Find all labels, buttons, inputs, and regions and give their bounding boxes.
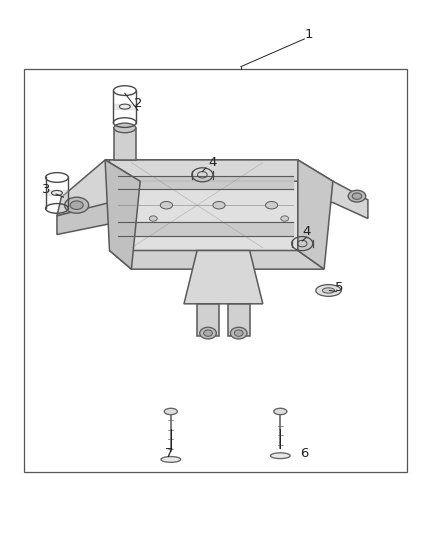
Ellipse shape — [281, 216, 289, 221]
Ellipse shape — [230, 327, 247, 339]
Text: 6: 6 — [300, 447, 309, 459]
Text: 7: 7 — [164, 447, 173, 459]
Ellipse shape — [161, 457, 180, 462]
Polygon shape — [105, 160, 333, 181]
Polygon shape — [114, 128, 136, 160]
Text: 5: 5 — [335, 281, 344, 294]
Ellipse shape — [213, 201, 225, 209]
Text: 2: 2 — [134, 98, 142, 110]
Ellipse shape — [164, 408, 177, 415]
Ellipse shape — [70, 201, 83, 209]
Text: 1: 1 — [304, 28, 313, 41]
Polygon shape — [110, 160, 298, 251]
Ellipse shape — [322, 288, 335, 293]
Polygon shape — [110, 251, 324, 269]
Ellipse shape — [274, 408, 287, 415]
Polygon shape — [298, 160, 333, 269]
Ellipse shape — [204, 330, 212, 336]
Text: 3: 3 — [42, 183, 50, 196]
Polygon shape — [228, 304, 250, 336]
Ellipse shape — [234, 330, 243, 336]
Ellipse shape — [265, 201, 278, 209]
Polygon shape — [105, 160, 140, 269]
Ellipse shape — [200, 327, 216, 339]
Bar — [24, 69, 407, 472]
Polygon shape — [57, 203, 110, 235]
Polygon shape — [57, 160, 110, 216]
Ellipse shape — [316, 285, 341, 296]
Polygon shape — [197, 304, 219, 336]
Ellipse shape — [270, 453, 290, 458]
Polygon shape — [298, 181, 368, 219]
Ellipse shape — [149, 216, 157, 221]
Ellipse shape — [64, 197, 88, 213]
Ellipse shape — [348, 190, 366, 202]
Ellipse shape — [160, 201, 173, 209]
Text: 4: 4 — [302, 225, 311, 238]
Text: 4: 4 — [208, 156, 217, 169]
Ellipse shape — [114, 123, 136, 133]
Polygon shape — [184, 251, 263, 304]
Ellipse shape — [352, 193, 362, 199]
